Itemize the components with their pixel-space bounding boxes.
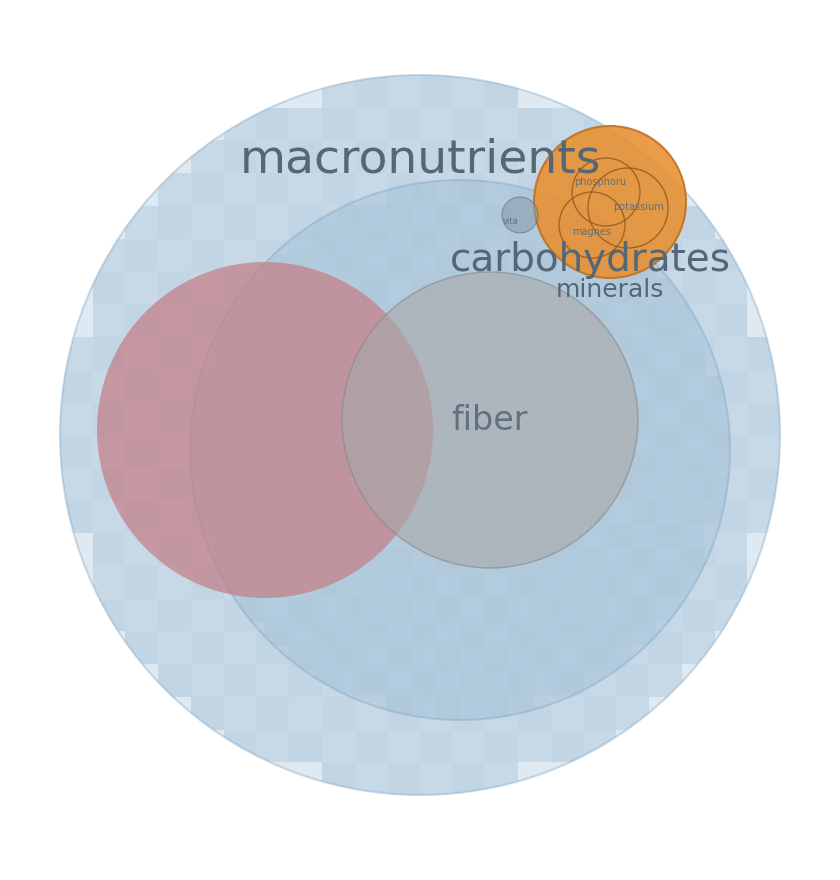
Text: fiber: fiber <box>452 404 528 436</box>
Circle shape <box>342 272 638 568</box>
Text: minerals: minerals <box>556 278 664 302</box>
Circle shape <box>97 262 433 598</box>
Text: magnes: magnes <box>573 227 612 237</box>
Text: phosphoru: phosphoru <box>574 177 626 187</box>
Circle shape <box>190 180 730 720</box>
Circle shape <box>502 197 538 233</box>
Text: vita: vita <box>503 216 519 225</box>
Circle shape <box>60 75 780 795</box>
Text: carbohydrates: carbohydrates <box>449 241 731 279</box>
Circle shape <box>534 126 686 278</box>
Text: macronutrients: macronutrients <box>239 137 601 182</box>
Text: potassium: potassium <box>612 202 664 212</box>
